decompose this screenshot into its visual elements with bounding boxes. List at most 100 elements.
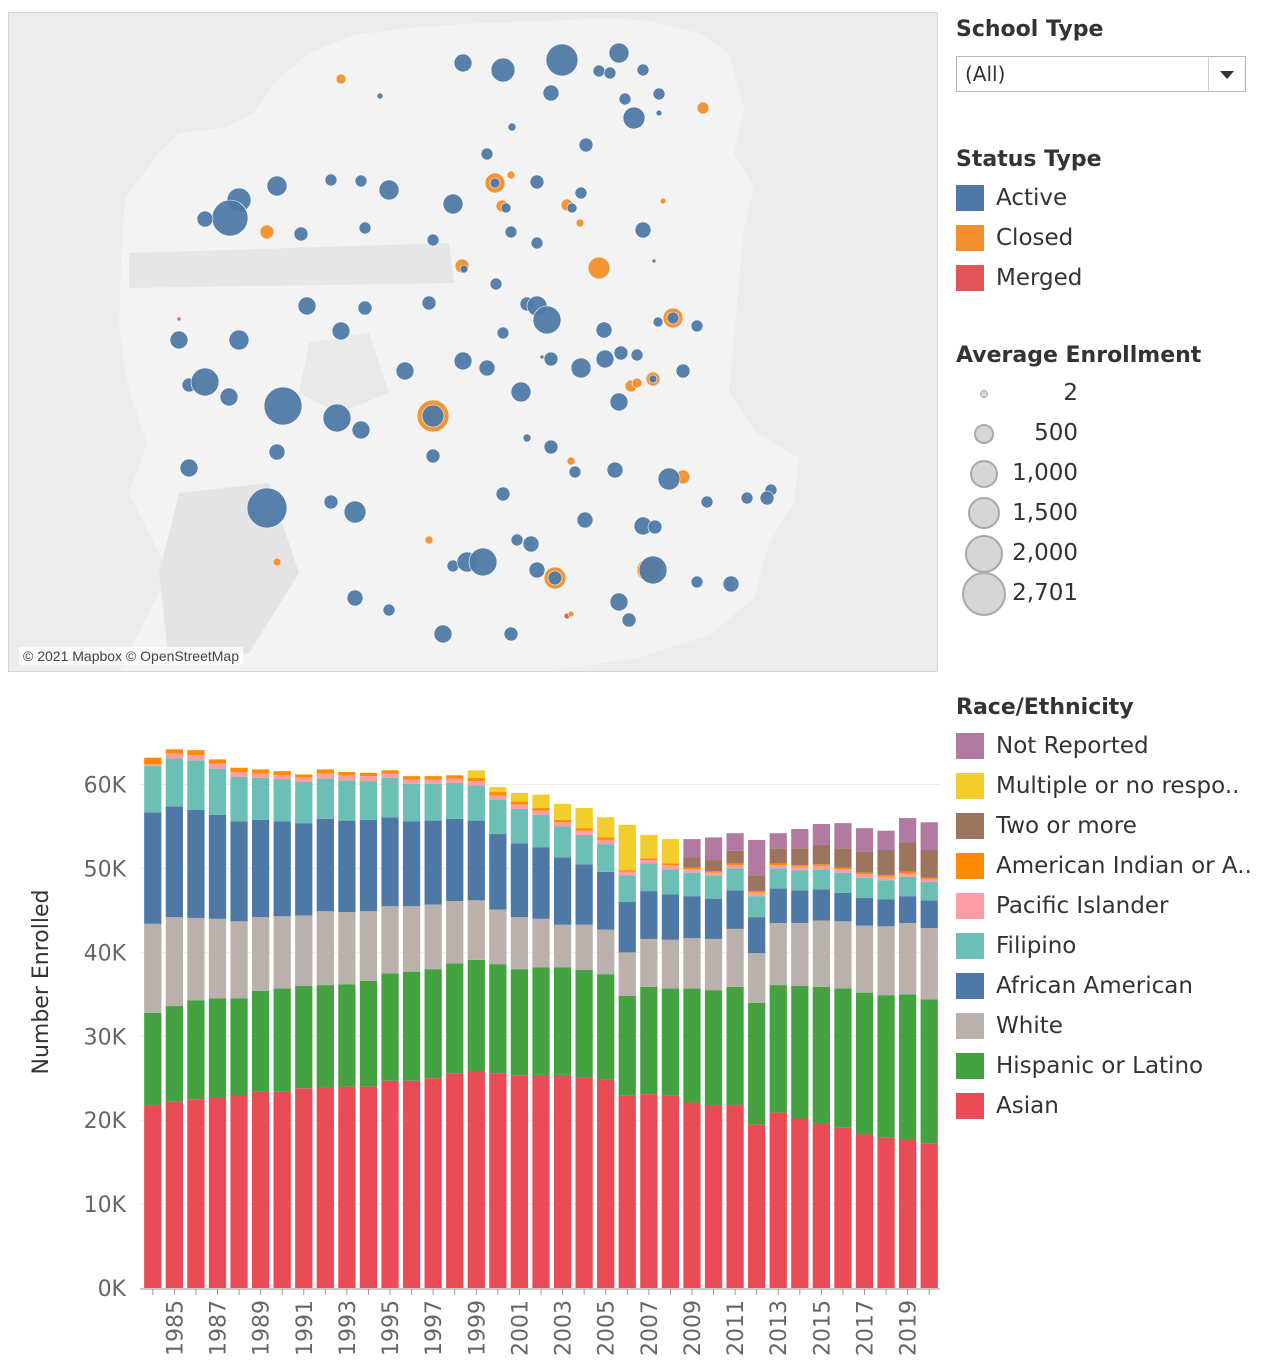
bar-segment[interactable] (704, 938, 723, 991)
bar-segment[interactable] (726, 833, 744, 851)
bar-segment[interactable] (316, 911, 334, 986)
bar-segment[interactable] (575, 864, 593, 925)
bar-segment[interactable] (553, 924, 572, 968)
bar-segment[interactable] (316, 1087, 334, 1288)
bar-segment[interactable] (683, 988, 701, 1103)
bar-segment[interactable] (877, 849, 895, 876)
bar-segment[interactable] (187, 1099, 205, 1288)
school-marker[interactable] (722, 575, 740, 593)
bar-segment[interactable] (359, 819, 378, 912)
bar-segment[interactable] (424, 783, 442, 821)
school-marker[interactable] (609, 592, 629, 612)
bar-segment[interactable] (899, 994, 917, 1140)
bar-segment[interactable] (920, 1143, 938, 1288)
school-marker[interactable] (421, 295, 437, 311)
bar-segment[interactable] (855, 925, 874, 993)
school-marker[interactable] (530, 236, 544, 250)
bar-segment[interactable] (575, 969, 593, 1078)
bar-segment[interactable] (920, 879, 938, 882)
school-marker[interactable] (638, 555, 668, 585)
school-marker[interactable] (169, 330, 189, 350)
school-marker[interactable] (652, 316, 664, 328)
school-marker[interactable] (543, 351, 559, 367)
bar-segment[interactable] (791, 866, 809, 871)
bar-segment[interactable] (769, 863, 787, 866)
bar-segment[interactable] (510, 808, 529, 844)
school-marker[interactable] (578, 137, 594, 153)
bar-segment[interactable] (144, 766, 162, 813)
school-map[interactable]: © 2021 Mapbox © OpenStreetMap (8, 12, 938, 672)
school-marker[interactable] (652, 87, 666, 101)
bar-segment[interactable] (618, 1095, 636, 1288)
bar-segment[interactable] (295, 1088, 313, 1288)
bar-segment[interactable] (467, 959, 485, 1072)
bar-segment[interactable] (597, 837, 615, 840)
bar-segment[interactable] (251, 777, 270, 820)
bar-segment[interactable] (640, 938, 658, 987)
bar-segment[interactable] (187, 917, 205, 1001)
bar-segment[interactable] (661, 839, 680, 864)
school-marker[interactable] (322, 403, 352, 433)
bar-segment[interactable] (165, 753, 183, 759)
bar-segment[interactable] (769, 922, 787, 986)
bar-segment[interactable] (683, 896, 701, 939)
school-marker[interactable] (442, 193, 464, 215)
bar-segment[interactable] (446, 782, 464, 819)
bar-segment[interactable] (532, 847, 550, 919)
bar-segment[interactable] (791, 870, 809, 891)
bar-segment[interactable] (575, 828, 593, 831)
bar-segment[interactable] (532, 810, 550, 815)
bar-segment[interactable] (316, 769, 334, 774)
school-marker[interactable] (532, 305, 562, 335)
bar-segment[interactable] (597, 1079, 615, 1288)
bar-segment[interactable] (920, 877, 938, 880)
bar-segment[interactable] (381, 973, 399, 1081)
bar-segment[interactable] (812, 1123, 831, 1288)
bar-segment[interactable] (338, 820, 356, 913)
bar-segment[interactable] (899, 876, 917, 897)
bar-segment[interactable] (704, 1105, 723, 1288)
school-marker[interactable] (539, 354, 545, 360)
bar-segment[interactable] (489, 1073, 507, 1288)
bar-segment[interactable] (510, 792, 529, 802)
school-marker[interactable] (510, 381, 532, 403)
bar-segment[interactable] (812, 844, 831, 865)
bar-segment[interactable] (812, 920, 831, 987)
school-marker[interactable] (495, 486, 511, 502)
school-marker[interactable] (634, 221, 652, 239)
bar-segment[interactable] (748, 839, 766, 876)
size-legend-item[interactable]: 500 (956, 414, 1266, 454)
school-marker[interactable] (587, 256, 611, 280)
bar-segment[interactable] (251, 917, 270, 991)
school-type-dropdown[interactable]: (All) (956, 56, 1246, 92)
school-marker[interactable] (453, 53, 473, 73)
bar-segment[interactable] (208, 1097, 227, 1288)
bar-segment[interactable] (446, 778, 464, 783)
bar-segment[interactable] (748, 892, 766, 897)
bar-segment[interactable] (791, 985, 809, 1119)
bar-segment[interactable] (510, 804, 529, 809)
bar-segment[interactable] (618, 952, 636, 996)
bar-segment[interactable] (726, 986, 744, 1106)
size-legend-item[interactable]: 2,701 (956, 572, 1266, 616)
bar-segment[interactable] (402, 1080, 421, 1288)
bar-segment[interactable] (683, 867, 701, 870)
bar-segment[interactable] (704, 870, 723, 873)
bar-segment[interactable] (510, 1075, 529, 1288)
school-marker[interactable] (648, 374, 658, 384)
bar-segment[interactable] (510, 969, 529, 1076)
bar-segment[interactable] (489, 799, 507, 835)
school-marker[interactable] (211, 199, 249, 237)
bar-segment[interactable] (230, 767, 248, 772)
race-legend-item[interactable]: Pacific Islander (956, 886, 1266, 926)
bar-segment[interactable] (597, 871, 615, 930)
school-marker[interactable] (606, 461, 624, 479)
bar-segment[interactable] (295, 774, 313, 778)
chevron-down-icon[interactable] (1208, 57, 1245, 91)
bar-segment[interactable] (208, 814, 227, 919)
bar-segment[interactable] (510, 917, 529, 970)
bar-segment[interactable] (295, 777, 313, 783)
bar-segment[interactable] (769, 833, 787, 849)
bar-segment[interactable] (575, 834, 593, 865)
bar-segment[interactable] (683, 1102, 701, 1288)
